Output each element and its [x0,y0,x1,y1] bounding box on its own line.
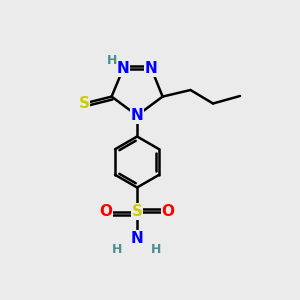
Text: S: S [79,96,89,111]
Text: O: O [161,204,175,219]
Text: H: H [112,243,122,256]
Text: H: H [151,243,161,256]
Text: N: N [117,61,129,76]
Text: S: S [132,204,142,219]
Text: O: O [100,204,113,219]
Text: N: N [131,108,143,123]
Text: N: N [131,231,143,246]
Text: H: H [106,54,117,67]
Text: N: N [145,61,158,76]
